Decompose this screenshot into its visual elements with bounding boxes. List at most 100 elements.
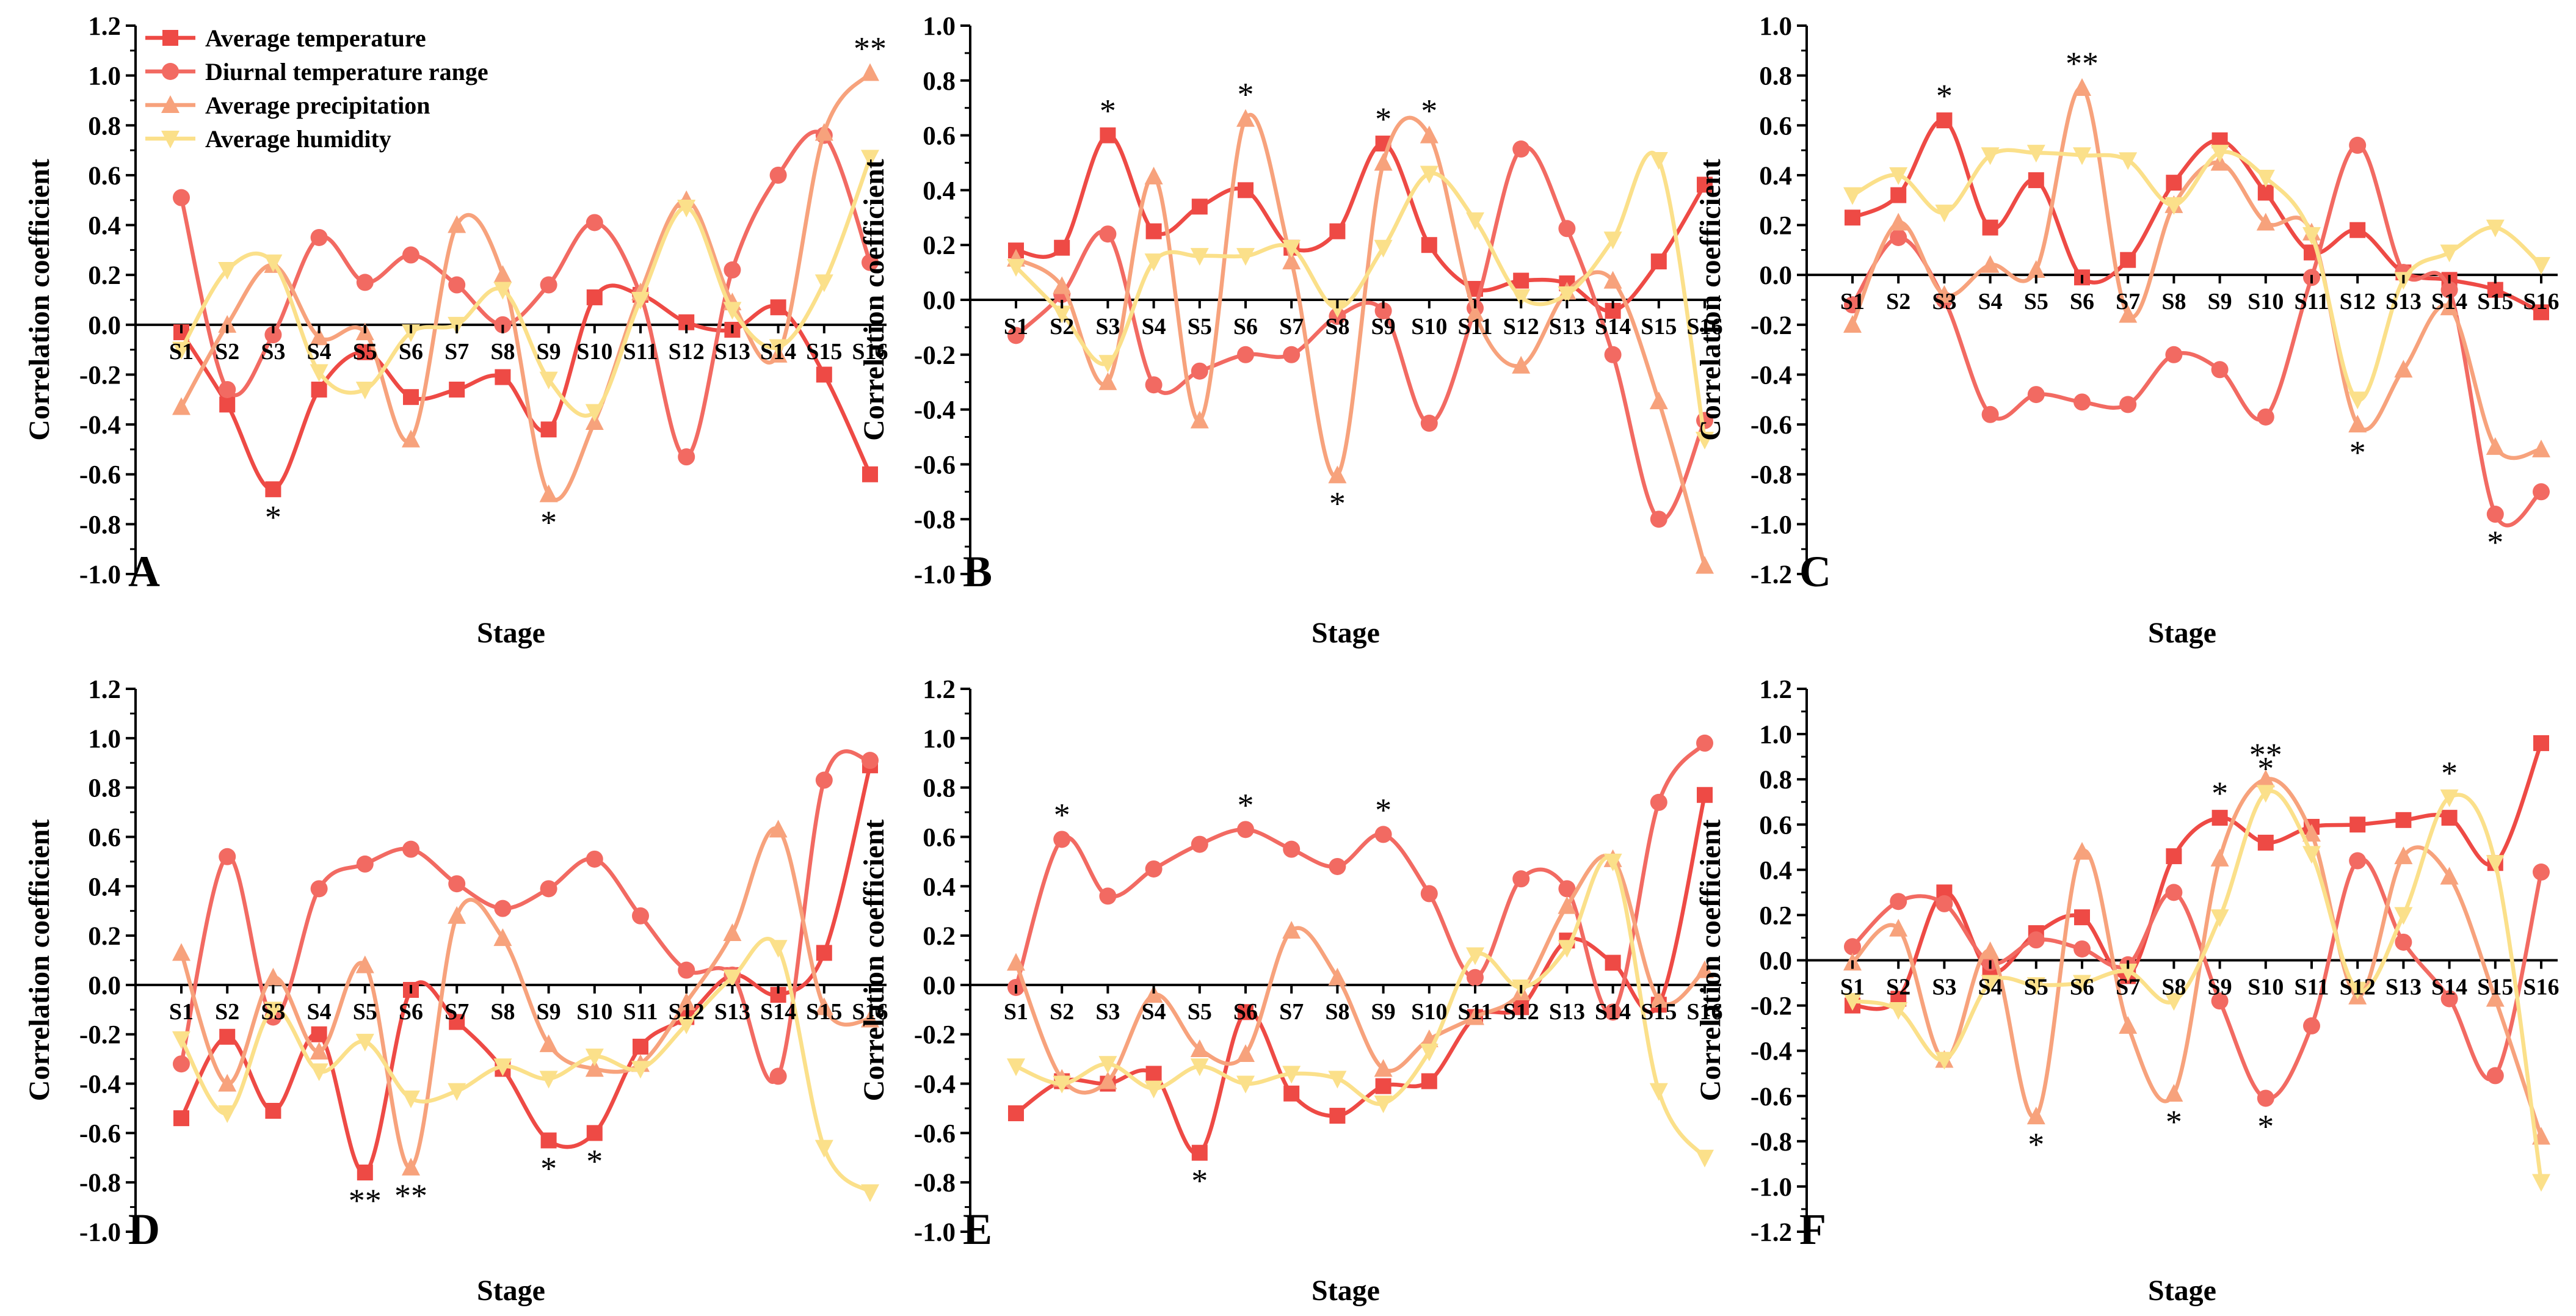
data-point	[2119, 152, 2138, 170]
series-4	[1843, 785, 2550, 1192]
series-4	[172, 937, 879, 1202]
data-point	[1282, 239, 1301, 258]
x-axis-title: Stage	[477, 617, 545, 649]
data-point	[310, 1042, 328, 1060]
data-point	[1466, 1007, 1484, 1025]
series-line	[1014, 853, 1707, 1095]
data-point	[2440, 244, 2459, 263]
y-tick-label: -1.0	[79, 561, 121, 589]
legend: Average temperature Diurnal temperature r…	[145, 24, 488, 153]
x-tick-label: S6	[2070, 975, 2094, 1000]
data-point	[539, 371, 558, 390]
data-point	[1649, 990, 1668, 1008]
data-point	[310, 228, 328, 246]
data-point	[1513, 272, 1529, 289]
data-point	[1282, 252, 1301, 270]
x-tick-label: S14	[1595, 999, 1631, 1025]
data-point	[631, 1061, 650, 1079]
y-tick-label: -0.6	[79, 1119, 121, 1148]
y-tick-label: 0.0	[1759, 261, 1792, 290]
data-point	[1697, 176, 1713, 193]
y-tick-label: -1.0	[79, 1218, 121, 1247]
data-point	[1190, 1039, 1209, 1057]
data-point	[585, 1049, 604, 1067]
data-point	[2120, 252, 2136, 268]
legend-label: Average humidity	[205, 125, 391, 153]
data-point	[2395, 812, 2412, 828]
data-point	[2440, 281, 2458, 299]
y-tick-label: 1.0	[1759, 12, 1792, 41]
data-point	[1328, 300, 1347, 318]
data-point	[2256, 169, 2275, 187]
data-point	[1981, 405, 1999, 423]
x-axis-title: Stage	[477, 1274, 545, 1307]
series-line	[1014, 741, 1707, 1016]
data-point	[2211, 992, 2229, 1010]
data-point	[2302, 824, 2321, 842]
x-tick-label: S1	[169, 999, 194, 1025]
data-point	[723, 969, 742, 987]
x-tick-label: S11	[1457, 999, 1492, 1025]
data-point	[678, 448, 695, 466]
significance-mark: **	[349, 1182, 382, 1219]
panel-label: D	[128, 1205, 160, 1254]
data-point	[1421, 1073, 1437, 1089]
significance-mark: *	[1238, 787, 1254, 823]
x-tick-label: S1	[1840, 289, 1865, 314]
data-point	[2166, 848, 2182, 865]
significance-mark: *	[1054, 796, 1070, 833]
data-point	[2349, 816, 2366, 833]
x-tick-label: S4	[307, 339, 332, 365]
data-point	[493, 265, 512, 283]
data-point	[770, 299, 786, 316]
y-tick-label: -0.6	[914, 1119, 956, 1148]
significance-mark: *	[540, 504, 557, 540]
data-point	[769, 339, 788, 357]
data-point	[219, 380, 236, 398]
data-point	[2073, 975, 2091, 993]
data-point	[1237, 346, 1254, 363]
x-tick-label: S7	[2116, 975, 2140, 1000]
y-tick-label: -0.6	[914, 451, 956, 479]
x-tick-label: S3	[1932, 975, 1956, 1000]
x-tick-label: S4	[1142, 314, 1166, 340]
y-tick-label: 0.8	[88, 112, 121, 140]
data-point	[1558, 286, 1576, 305]
panel-label: F	[1799, 1205, 1826, 1254]
y-tick-label: 1.2	[923, 675, 956, 704]
x-tick-label: S6	[2070, 289, 2094, 314]
y-tick-label: 1.0	[88, 62, 121, 91]
data-point	[1144, 1080, 1163, 1099]
y-tick-label: -0.4	[914, 396, 956, 425]
x-tick-label: S1	[1004, 999, 1028, 1025]
data-point	[1889, 1002, 1908, 1020]
data-point	[1007, 259, 1025, 277]
y-tick-label: -0.2	[79, 361, 121, 390]
significance-mark: **	[2066, 45, 2099, 82]
significance-mark: *	[1936, 78, 1953, 114]
data-point	[1420, 1044, 1439, 1062]
y-tick-label: 0.8	[1759, 62, 1792, 91]
x-tick-label: S14	[1595, 314, 1631, 340]
significance-mark: *	[2441, 755, 2458, 791]
data-point	[310, 880, 328, 898]
data-point	[1936, 895, 1953, 912]
data-point	[1374, 1095, 1393, 1113]
x-tick-label: S3	[1095, 314, 1120, 340]
data-point	[494, 900, 512, 917]
data-point	[815, 1140, 833, 1158]
data-point	[264, 326, 282, 344]
data-point	[355, 381, 374, 399]
y-tick-label: -0.8	[79, 511, 121, 539]
data-point	[1696, 960, 1714, 978]
data-point	[1604, 1003, 1622, 1021]
data-point	[769, 940, 788, 958]
data-point	[1236, 1044, 1255, 1063]
data-point	[1098, 372, 1117, 390]
y-tick-label: 0.6	[88, 823, 121, 852]
data-point	[2028, 172, 2044, 189]
chart-panel-B: -1.0 -0.8 -0.6 -0.4 -0.2 0.0 0.2 0.4 0.6 0.8 1.0 S1…	[858, 12, 1723, 649]
x-tick-label: S2	[1886, 975, 1910, 1000]
data-point	[1890, 228, 1907, 246]
data-point	[1605, 954, 1621, 971]
